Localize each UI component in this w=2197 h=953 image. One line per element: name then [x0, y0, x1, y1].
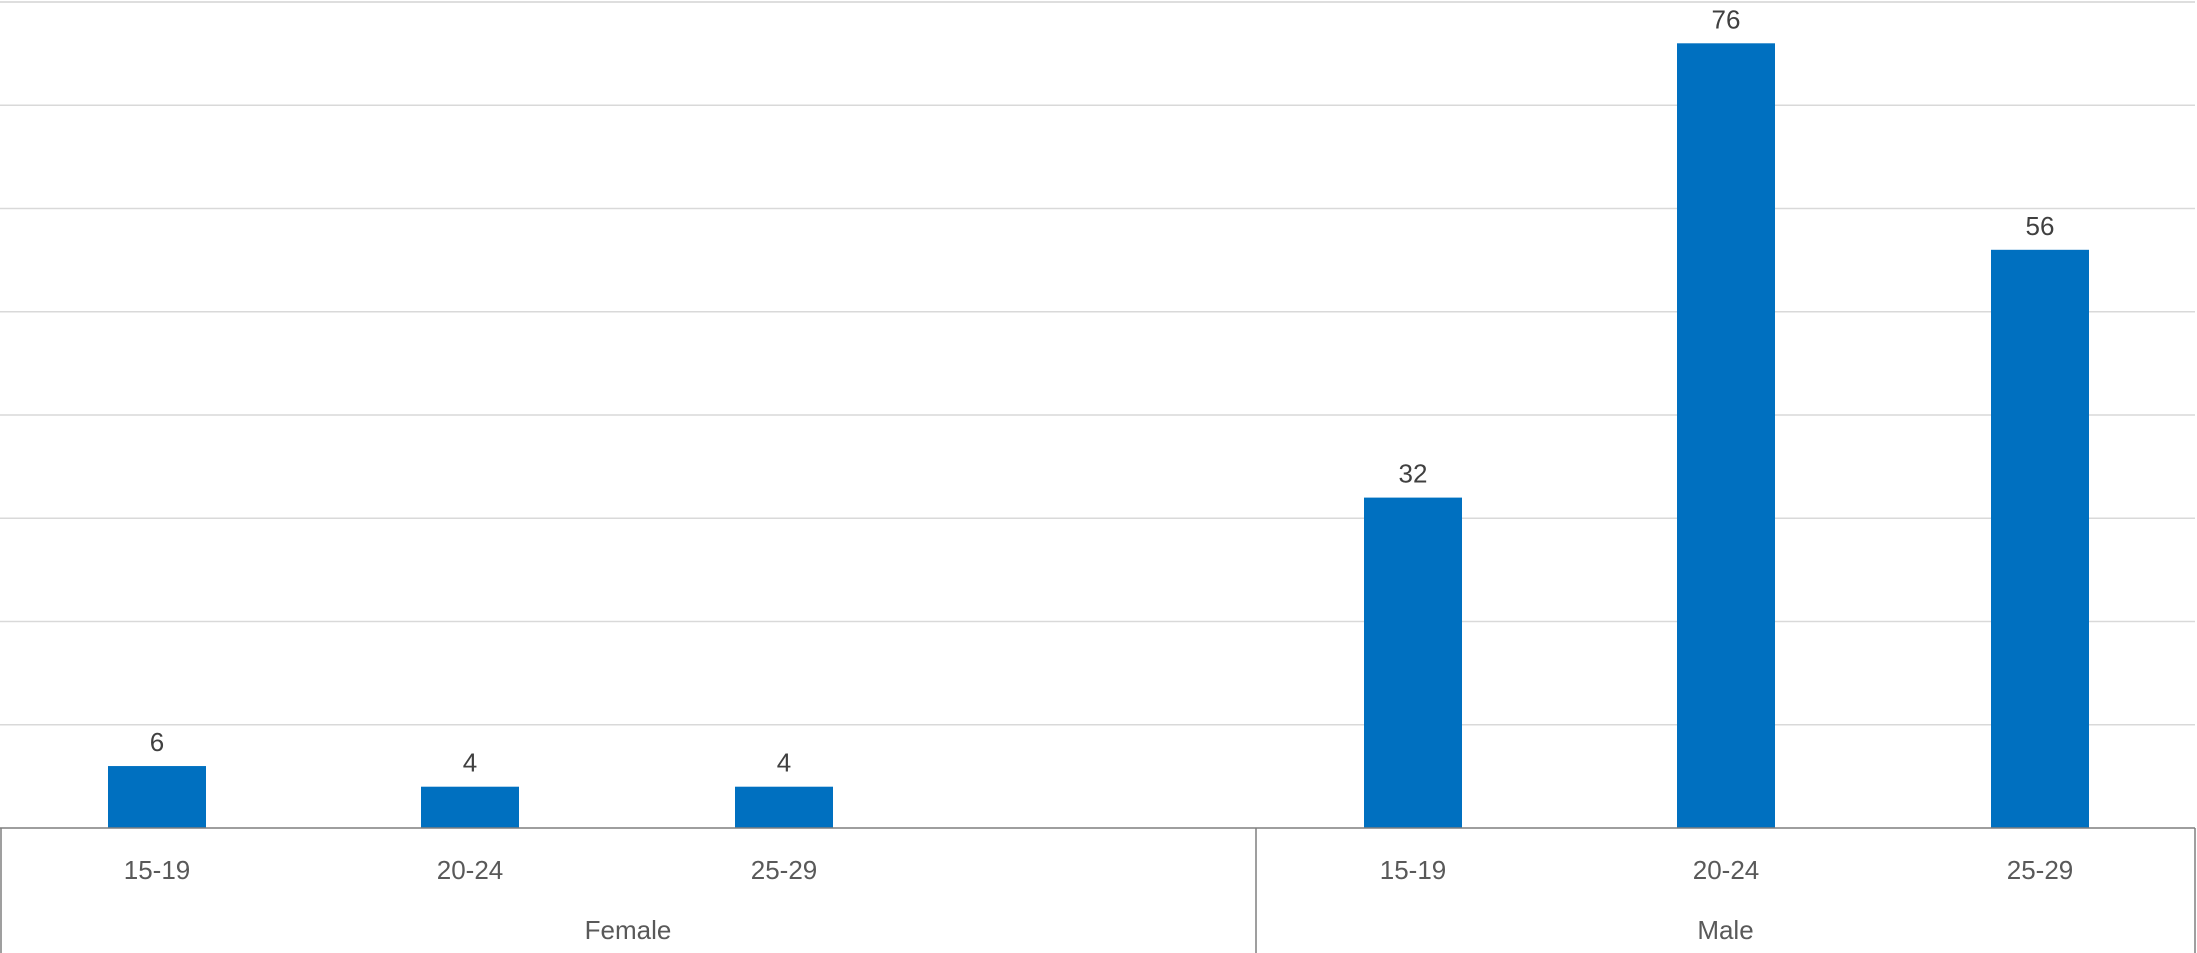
tick-label: 20-24: [1693, 855, 1760, 885]
tick-labels: 15-19 20-24 25-29 15-19 20-24 25-29: [124, 855, 2074, 885]
bars: [108, 43, 2089, 829]
group-labels: Female Male: [585, 915, 1754, 945]
data-label: 4: [777, 748, 791, 778]
group-label: Female: [585, 915, 672, 945]
tick-label: 25-29: [751, 855, 818, 885]
gridlines: [0, 1, 2195, 726]
data-label: 56: [2026, 211, 2055, 241]
data-label: 6: [150, 727, 164, 757]
data-labels: 6 4 4 32 76 56: [150, 4, 2055, 777]
tick-label: 15-19: [1380, 855, 1447, 885]
bar: [421, 786, 519, 828]
tick-label: 15-19: [124, 855, 191, 885]
group-label: Male: [1697, 915, 1753, 945]
tick-label: 25-29: [2007, 855, 2074, 885]
tick-label: 20-24: [437, 855, 504, 885]
bar: [1991, 249, 2089, 829]
bar: [1677, 43, 1775, 829]
data-label: 76: [1712, 4, 1741, 34]
bar: [108, 766, 206, 828]
bar: [1364, 497, 1462, 828]
data-label: 32: [1399, 459, 1428, 489]
bar: [735, 786, 833, 828]
data-label: 4: [463, 748, 477, 778]
